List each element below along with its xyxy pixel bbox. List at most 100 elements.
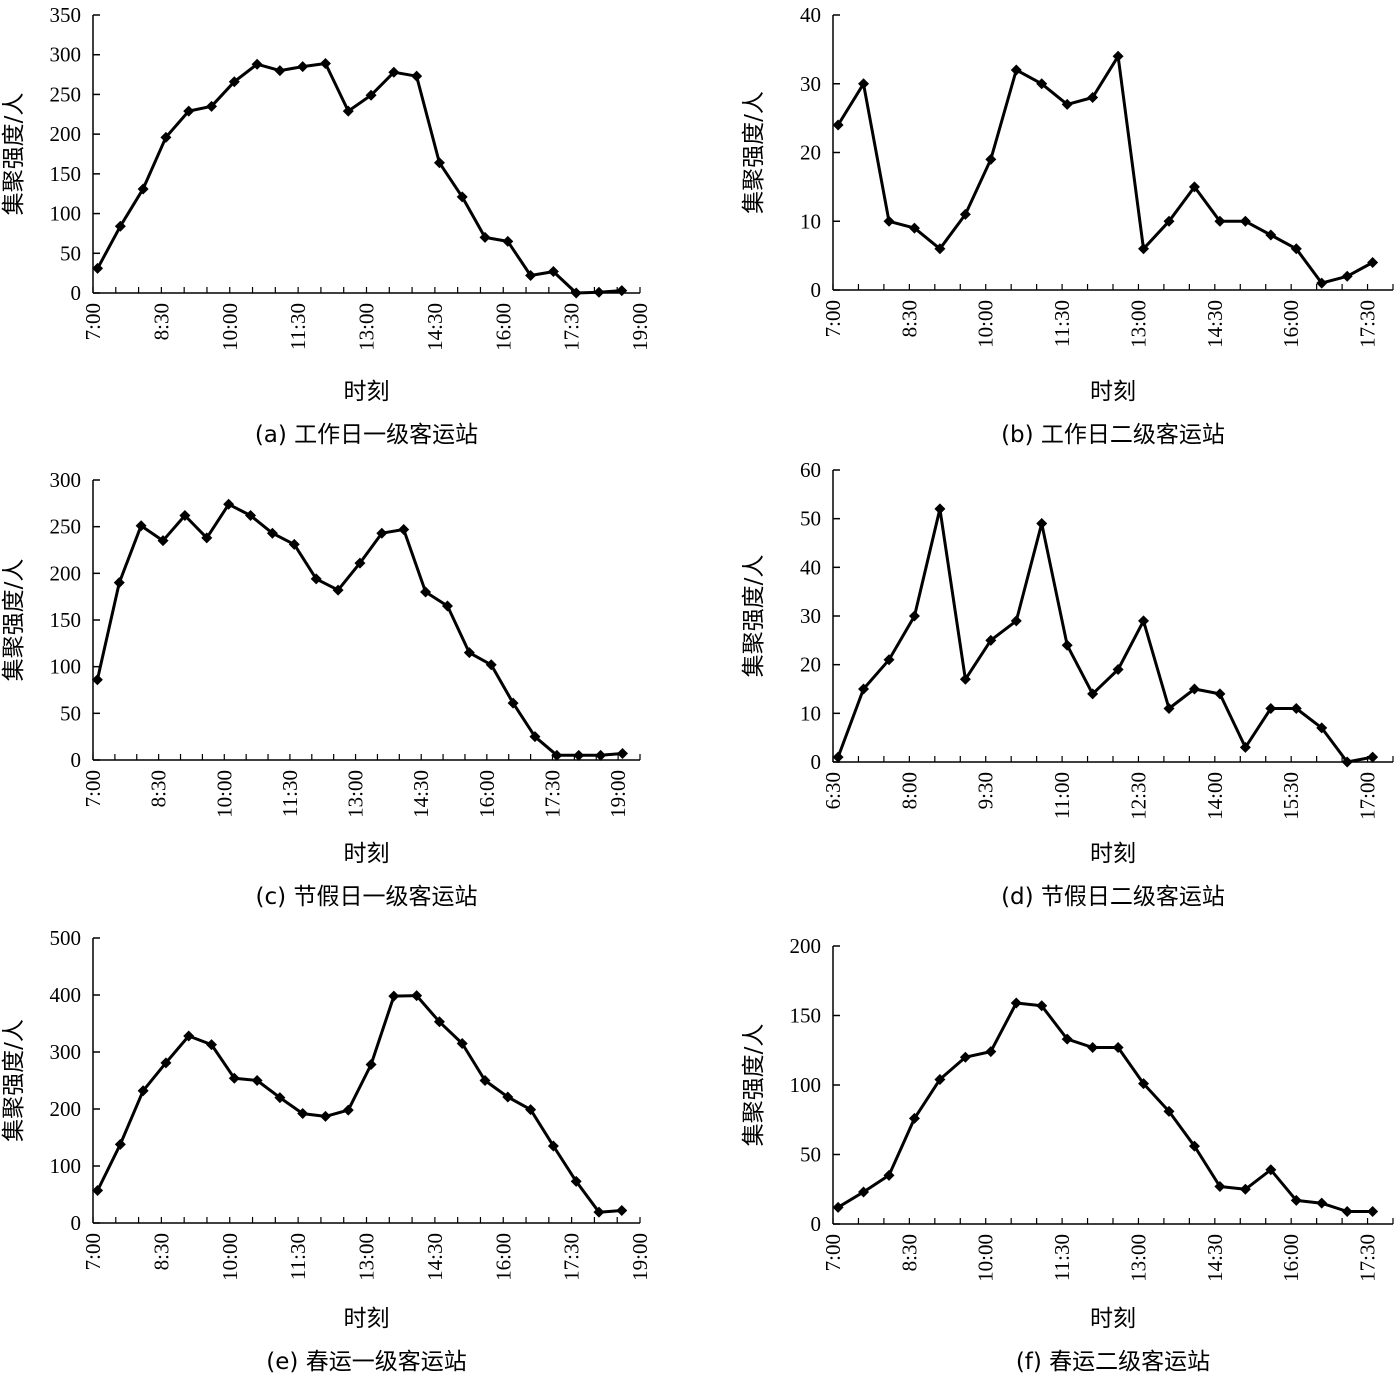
x-tick-label: 16:00 (1279, 300, 1303, 348)
x-tick-label: 19:00 (628, 303, 652, 351)
x-tick-label: 7:00 (81, 303, 105, 340)
x-axis-label: 时刻 (1090, 1306, 1136, 1332)
y-tick-label: 150 (50, 162, 82, 186)
data-point (245, 509, 257, 521)
data-point (411, 990, 423, 1002)
data-point (858, 683, 870, 695)
x-tick-label: 16:00 (491, 1233, 515, 1281)
data-point (858, 78, 870, 90)
data-point (547, 266, 559, 278)
data-point (1163, 1105, 1175, 1117)
x-tick-label: 13:00 (1126, 1234, 1150, 1282)
data-point (1214, 1180, 1226, 1192)
x-tick-label: 10:00 (218, 303, 242, 351)
x-tick-label: 11:30 (286, 1233, 310, 1280)
x-tick-label: 19:00 (606, 770, 630, 818)
y-tick-label: 200 (50, 1097, 82, 1121)
x-tick-label: 16:00 (475, 770, 499, 818)
data-point (908, 222, 920, 234)
data-point (832, 119, 844, 131)
data-point (1010, 615, 1022, 627)
data-point (365, 1059, 377, 1071)
data-point (1138, 243, 1150, 255)
data-point (934, 243, 946, 255)
x-tick-label: 10:00 (974, 300, 998, 348)
data-point (595, 749, 607, 761)
data-point (1163, 702, 1175, 714)
x-tick-label: 7:00 (821, 300, 845, 337)
data-point (1087, 1041, 1099, 1053)
y-tick-label: 300 (50, 468, 82, 492)
data-point (593, 286, 605, 298)
data-point (1239, 741, 1251, 753)
data-point (92, 262, 104, 274)
y-tick-label: 50 (800, 1143, 821, 1167)
data-point (934, 503, 946, 515)
data-point (1087, 688, 1099, 700)
data-point (113, 577, 125, 589)
data-point (593, 1206, 605, 1218)
y-tick-label: 250 (50, 515, 82, 539)
data-point (985, 153, 997, 165)
data-point (114, 1138, 126, 1150)
data-point (934, 1073, 946, 1085)
data-point (1316, 277, 1328, 289)
chart-caption: (f) 春运二级客运站 (1016, 1349, 1210, 1375)
y-tick-label: 40 (800, 555, 821, 579)
data-point (1087, 92, 1099, 103)
x-tick-label: 14:30 (1203, 1234, 1227, 1282)
data-point (832, 751, 844, 763)
data-point (228, 1072, 240, 1084)
x-tick-label: 10:00 (218, 1233, 242, 1281)
data-point (251, 58, 263, 70)
x-tick-label: 14:30 (423, 1233, 447, 1281)
data-point (206, 1039, 218, 1051)
chart-5: 0 100 200 300 400 500 7:00 8:30 10:00 11:30 13:00 1… (1, 926, 652, 1375)
x-tick-label: 11:30 (1050, 1234, 1074, 1281)
series-line (95, 502, 623, 757)
y-axis-label: 集聚强度/人 (1, 93, 27, 216)
data-point (160, 131, 172, 143)
y-tick-label: 300 (50, 43, 82, 67)
y-tick-label: 50 (800, 507, 821, 531)
chart-1: 0 50 100 150 200 250 300 350 7:00 8:30 10:00 11:30 1… (1, 3, 652, 448)
data-point (1316, 1197, 1328, 1209)
x-tick-label: 8:30 (147, 770, 171, 807)
data-point (985, 1046, 997, 1058)
y-tick-label: 0 (811, 750, 822, 774)
y-tick-label: 0 (71, 748, 82, 772)
data-point (160, 1057, 172, 1069)
data-point (1265, 702, 1277, 714)
y-tick-label: 60 (800, 458, 821, 482)
x-tick-label: 15:30 (1279, 772, 1303, 820)
chart-2: 0 10 20 30 40 7:00 8:30 10:00 11:30 13:00 14:30 16:… (741, 3, 1394, 448)
y-axis-label: 集聚强度/人 (741, 1024, 767, 1147)
data-point (135, 520, 147, 532)
y-axis-label: 集聚强度/人 (1, 559, 27, 682)
x-tick-label: 8:30 (149, 303, 173, 340)
y-tick-label: 250 (50, 82, 82, 106)
data-point (1138, 615, 1150, 627)
data-point (1036, 518, 1048, 530)
x-tick-label: 8:00 (897, 772, 921, 809)
data-point (570, 1175, 582, 1187)
x-tick-label: 11:30 (286, 303, 310, 350)
data-point (1265, 1164, 1277, 1176)
x-tick-label: 14:30 (1203, 300, 1227, 348)
data-point (1188, 683, 1200, 695)
data-point (1316, 722, 1328, 734)
chart-caption: (b) 工作日二级客运站 (1001, 422, 1225, 448)
data-point (858, 1186, 870, 1198)
data-point (1036, 78, 1048, 90)
chart-6: 0 50 100 150 200 7:00 8:30 10:00 11:30 13:00 14:30… (741, 934, 1394, 1375)
data-point (573, 749, 585, 761)
x-tick-label: 9:30 (974, 772, 998, 809)
x-tick-label: 8:30 (897, 300, 921, 337)
data-point (228, 76, 240, 88)
data-point (832, 1201, 844, 1213)
data-point (1138, 1078, 1150, 1090)
data-point (502, 1091, 514, 1103)
data-point (616, 1204, 628, 1216)
data-point (1188, 1140, 1200, 1152)
